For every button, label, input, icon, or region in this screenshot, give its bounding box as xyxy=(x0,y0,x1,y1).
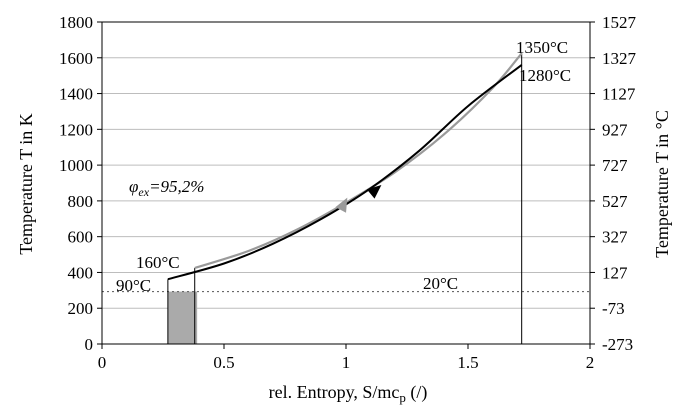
y2-tick-label: 1527 xyxy=(602,13,637,32)
series-arrow-1 xyxy=(366,185,382,199)
x-tick-label: 0 xyxy=(98,353,107,372)
x-axis-label: rel. Entropy, S/mcp (/) xyxy=(269,382,428,405)
y2-tick-label: 1327 xyxy=(602,49,637,68)
y2-tick-label: 727 xyxy=(602,156,628,175)
y2-tick-label: -273 xyxy=(602,335,633,354)
y-tick-label: 0 xyxy=(85,335,94,354)
y-tick-label: 1600 xyxy=(59,49,93,68)
x-tick-label: 1 xyxy=(342,353,351,372)
y2-axis-label: Temperature T in °C xyxy=(652,110,672,258)
y2-tick-label: 527 xyxy=(602,192,628,211)
axis-layer xyxy=(97,21,595,349)
shaded-exergy-loss-area xyxy=(167,291,198,344)
y-tick-label: 800 xyxy=(68,192,94,211)
reference-lines xyxy=(102,53,590,344)
x-tick-label: 1.5 xyxy=(457,353,478,372)
annotation-90c: 90°C xyxy=(116,276,151,295)
series-layer xyxy=(167,52,523,281)
shade-layer xyxy=(167,291,198,344)
y2-tick-label: 1127 xyxy=(602,85,636,104)
y-tick-label: 200 xyxy=(68,299,94,318)
annotation-efficiency: φex=95,2% xyxy=(129,177,204,199)
x-tick-label: 2 xyxy=(586,353,595,372)
grid-layer xyxy=(102,57,590,309)
annotation-1280c: 1280°C xyxy=(519,66,571,85)
y2-tick-label: 327 xyxy=(602,228,628,247)
y2-tick-label: -73 xyxy=(602,299,625,318)
y-tick-label: 1200 xyxy=(59,120,93,139)
y-tick-label: 400 xyxy=(68,263,94,282)
annotation-160c: 160°C xyxy=(136,253,180,272)
series-line-1 xyxy=(167,64,523,281)
y-tick-label: 1000 xyxy=(59,156,93,175)
y2-tick-label: 127 xyxy=(602,263,628,282)
y2-tick-label: 927 xyxy=(602,120,628,139)
y-tick-label: 600 xyxy=(68,228,94,247)
y-axis-label: Temperature T in K xyxy=(16,113,36,255)
y-tick-label: 1400 xyxy=(59,85,93,104)
series-arrow-0 xyxy=(335,197,348,213)
y-tick-label: 1800 xyxy=(59,13,93,32)
annotation-1350c: 1350°C xyxy=(516,38,568,57)
x-tick-label: 0.5 xyxy=(213,353,234,372)
series-line-0 xyxy=(194,52,523,270)
annotation-20c: 20°C xyxy=(423,274,458,293)
tick-labels: 0 200 400 600 800 1000 1200 1400 1600 1800 -273 -73… xyxy=(59,13,637,372)
